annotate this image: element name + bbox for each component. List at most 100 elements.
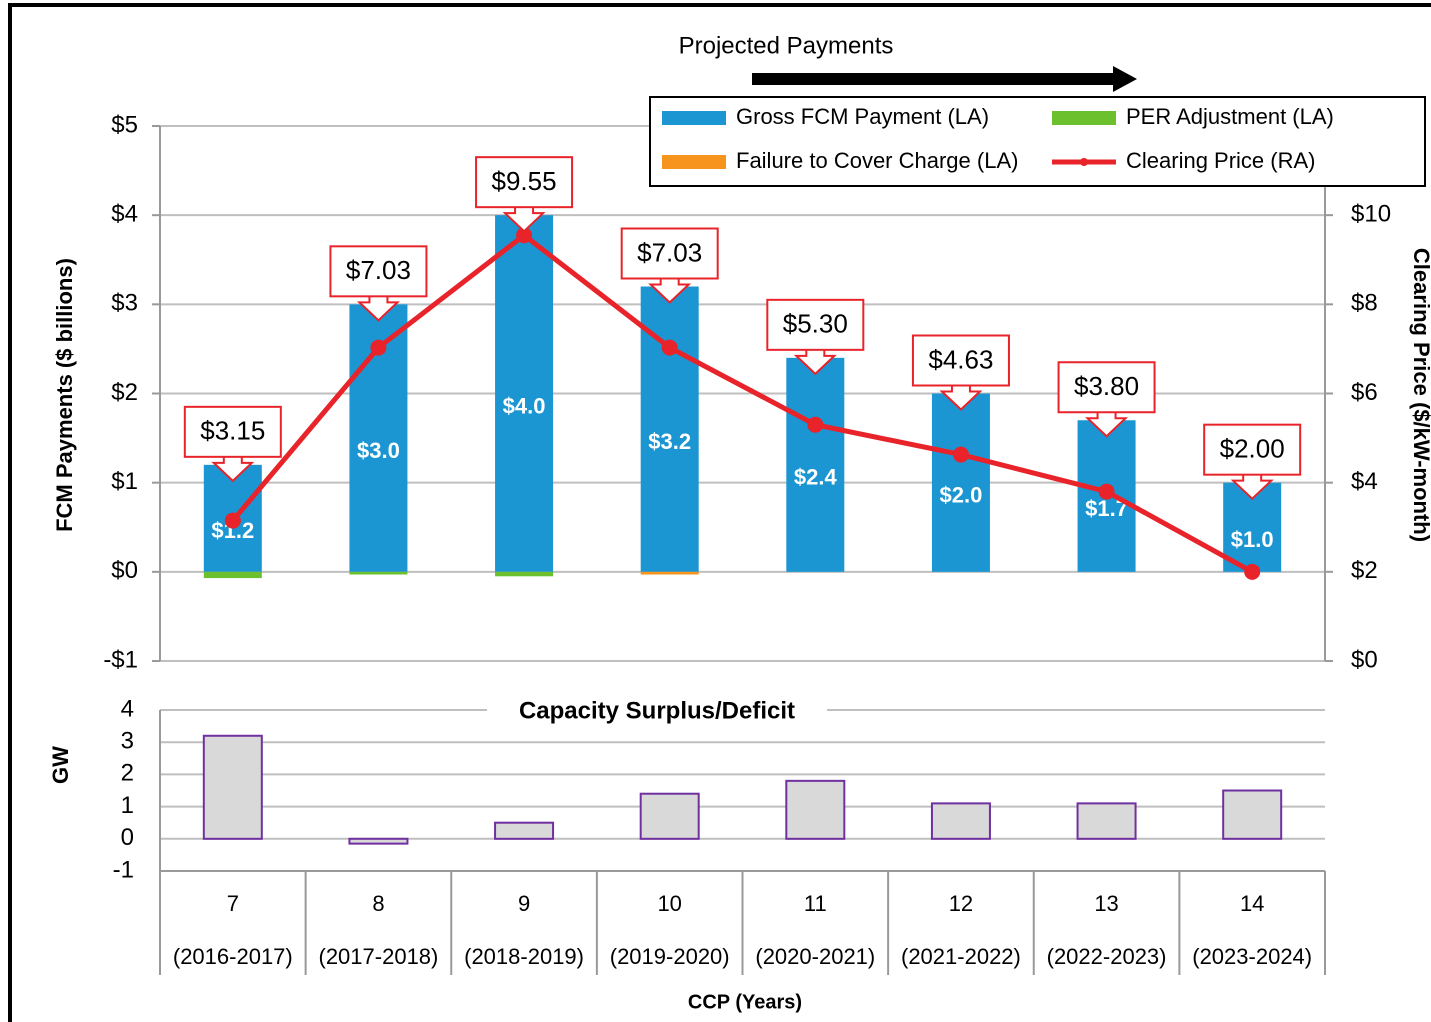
bar — [349, 571, 408, 575]
x-tick-sublabel: (2021-2022) — [901, 944, 1021, 969]
callout-box — [620, 227, 719, 280]
bar — [203, 571, 262, 579]
bar-value-label: $3.2 — [648, 429, 691, 454]
callout-label: $9.55 — [492, 166, 557, 196]
y2-tick-label: $0 — [1351, 646, 1378, 673]
y-tick-label: $4 — [111, 201, 138, 228]
bar — [930, 802, 991, 840]
y-tick-label: $5 — [111, 111, 138, 138]
bar-value-label: $1.0 — [1231, 527, 1274, 552]
callout-box — [329, 245, 428, 298]
callout-label: $4.63 — [928, 344, 993, 374]
bar-value-label: $3.0 — [357, 438, 400, 463]
x-tick-sublabel: (2017-2018) — [319, 944, 439, 969]
line-point — [1098, 483, 1115, 500]
bar — [495, 215, 554, 572]
legend: Gross FCM Payment (LA) PER Adjustment (LA… — [649, 96, 1426, 187]
legend-label: PER Adjustment (LA) — [1126, 104, 1334, 129]
x-tick-label: 12 — [949, 891, 973, 916]
callout: $4.63 — [911, 334, 1010, 411]
title-bg — [487, 694, 827, 726]
legend-swatch-dot — [1080, 158, 1088, 166]
callout-label: $2.00 — [1220, 434, 1285, 464]
line-point — [807, 416, 824, 433]
bar-value-label: $4.0 — [503, 393, 546, 418]
line-point — [952, 446, 969, 463]
y2-tick-label: $6 — [1351, 379, 1378, 406]
legend-swatch — [662, 111, 726, 125]
y2-tick-label: $4 — [1351, 468, 1378, 495]
x-tick-label: 14 — [1240, 891, 1264, 916]
y2-axis-label: Clearing Price ($/kW-month) — [1409, 248, 1431, 542]
bar — [931, 393, 990, 572]
bar — [1222, 789, 1283, 840]
x-tick-label: 9 — [518, 891, 530, 916]
lower-y-axis-label: GW — [48, 746, 73, 784]
y-tick-label: $1 — [111, 468, 138, 495]
legend-label: Gross FCM Payment (LA) — [736, 104, 989, 129]
bar — [640, 571, 699, 575]
line-point — [1244, 563, 1261, 580]
line-point — [661, 339, 678, 356]
callout: $9.55 — [475, 156, 574, 233]
bar-value-label: $2.0 — [940, 482, 983, 507]
bar — [786, 357, 845, 572]
legend-swatch — [662, 155, 726, 169]
y-tick-label: 3 — [121, 728, 134, 755]
bar — [494, 821, 555, 840]
callout: $2.00 — [1203, 423, 1302, 501]
frame — [8, 3, 1431, 1022]
callout-label: $5.30 — [783, 309, 848, 339]
y-tick-label: 2 — [121, 760, 134, 787]
callout-label: $7.03 — [346, 255, 411, 285]
bar — [348, 837, 409, 845]
line-point — [370, 339, 387, 356]
callout-box — [183, 405, 282, 458]
y-tick-label: -$1 — [103, 646, 138, 673]
x-tick-sublabel: (2016-2017) — [173, 944, 293, 969]
x-axis-label: CCP (Years) — [688, 991, 802, 1013]
y-tick-label: 0 — [121, 824, 134, 851]
bar — [495, 571, 554, 577]
y-tick-label: $2 — [111, 379, 138, 406]
legend-box — [649, 96, 1426, 187]
x-tick-label: 11 — [804, 891, 827, 916]
callout-box — [1057, 361, 1156, 414]
y-tick-label: $3 — [111, 290, 138, 317]
callout-label: $7.03 — [637, 237, 702, 267]
x-tick-sublabel: (2023-2024) — [1192, 944, 1312, 969]
legend-swatch — [1052, 111, 1116, 125]
bar — [1076, 802, 1137, 840]
annotation-arrow-head — [1113, 66, 1137, 92]
bar — [202, 734, 263, 840]
bar-value-label: $2.4 — [794, 465, 838, 490]
callout: $3.15 — [183, 405, 282, 483]
y-tick-label: -1 — [113, 856, 134, 883]
bar — [785, 779, 846, 840]
callout-label: $3.15 — [200, 416, 265, 446]
callout: $7.03 — [329, 245, 428, 322]
y2-tick-label: $8 — [1351, 290, 1378, 317]
callout: $5.30 — [766, 298, 865, 376]
y-axis-label: FCM Payments ($ billions) — [52, 258, 77, 532]
callout-box — [766, 298, 865, 351]
x-tick-label: 10 — [657, 891, 681, 916]
x-tick-sublabel: (2018-2019) — [464, 944, 584, 969]
callout-box — [475, 156, 574, 209]
y-tick-label: $0 — [111, 557, 138, 584]
y-tick-label: 4 — [121, 695, 134, 722]
x-tick-sublabel: (2022-2023) — [1047, 944, 1167, 969]
y2-tick-label: $2 — [1351, 557, 1378, 584]
x-tick-sublabel: (2019-2020) — [610, 944, 730, 969]
legend-label: Failure to Cover Charge (LA) — [736, 148, 1018, 173]
annotation: Projected Payments — [679, 32, 894, 59]
x-tick-sublabel: (2020-2021) — [755, 944, 875, 969]
x-tick-label: 7 — [227, 891, 239, 916]
callout: $7.03 — [620, 227, 719, 304]
x-tick-label: 13 — [1094, 891, 1118, 916]
line-point — [516, 227, 533, 244]
x-tick-label: 8 — [372, 891, 384, 916]
chart-title: Capacity Surplus/Deficit — [519, 697, 795, 724]
